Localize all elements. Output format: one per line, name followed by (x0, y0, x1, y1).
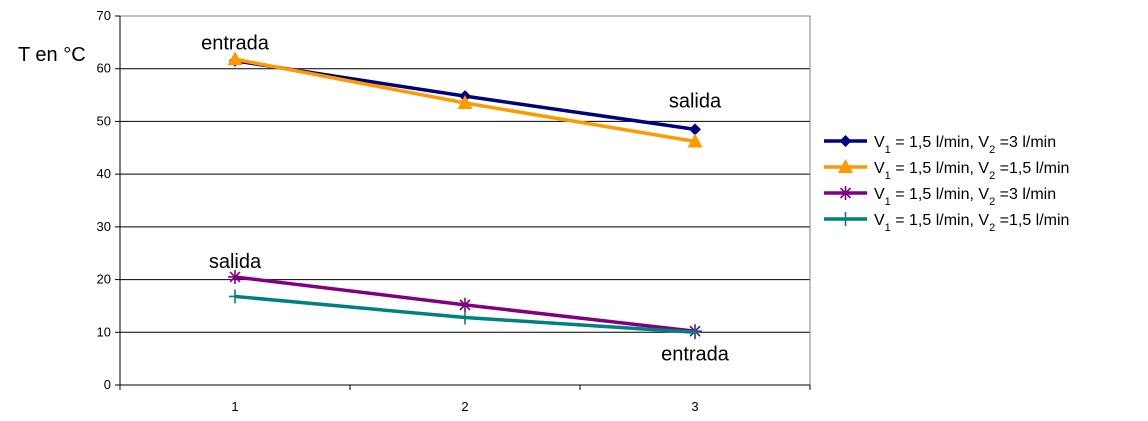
legend-item: V1 = 1,5 l/min, V2 =3 l/min (824, 186, 1056, 208)
triangle-marker (227, 51, 243, 66)
legend-label: V1 = 1,5 l/min, V2 =3 l/min (874, 134, 1056, 156)
series-3 (228, 269, 702, 339)
y-tick-label: 20 (97, 272, 111, 287)
asterisk-marker (458, 297, 472, 312)
plus-marker (839, 212, 852, 226)
marker-stroke (229, 271, 241, 283)
diamond-marker (839, 135, 852, 147)
plot-area (119, 15, 811, 386)
y-tick-label: 60 (97, 61, 111, 76)
triangle-marker (838, 159, 853, 173)
gridlines (120, 15, 810, 333)
series-4 (229, 289, 701, 340)
plus-marker (459, 310, 471, 325)
y-tick-label: 50 (97, 113, 111, 128)
triangle-marker (457, 94, 473, 109)
triangle-marker (687, 133, 703, 148)
x-tick-label: 2 (461, 399, 468, 414)
asterisk-marker (228, 269, 242, 284)
legend-item: V1 = 1,5 l/min, V2 =1,5 l/min (824, 212, 1069, 234)
marker-stroke (839, 187, 852, 199)
y-tick-label: 0 (104, 377, 111, 392)
annotation-label: salida (669, 90, 722, 112)
legend: V1 = 1,5 l/min, V2 =3 l/min V1 = 1,5 l/mi… (824, 134, 1069, 234)
legend-label: V1 = 1,5 l/min, V2 =3 l/min (874, 186, 1056, 208)
legend-label: V1 = 1,5 l/min, V2 =1,5 l/min (874, 212, 1069, 234)
legend-label: V1 = 1,5 l/min, V2 =1,5 l/min (874, 160, 1069, 182)
marker-stroke (459, 299, 471, 311)
annotations: entrada salida salida entrada (201, 32, 730, 365)
y-axis-label: T en °C (18, 44, 86, 66)
plus-marker (229, 289, 241, 304)
plus-marker (689, 325, 701, 340)
annotation-label: salida (209, 251, 262, 273)
legend-item: V1 = 1,5 l/min, V2 =3 l/min (824, 134, 1056, 156)
y-tick-label: 10 (97, 324, 111, 339)
y-tick-label: 70 (97, 8, 111, 23)
asterisk-marker (838, 186, 853, 200)
annotation-label: entrada (661, 343, 730, 365)
x-tick-label: 1 (231, 399, 238, 414)
y-tick-label: 30 (97, 219, 111, 234)
series-2 (227, 51, 703, 148)
legend-item: V1 = 1,5 l/min, V2 =1,5 l/min (824, 159, 1069, 182)
axes (115, 15, 811, 390)
x-tick-label: 3 (691, 399, 698, 414)
tick-labels: 0 10 20 30 40 50 60 70 1 2 3 (97, 8, 699, 414)
y-tick-label: 40 (97, 166, 111, 181)
series-group (227, 51, 703, 340)
annotation-label: entrada (201, 32, 270, 54)
diamond-marker (689, 123, 701, 136)
